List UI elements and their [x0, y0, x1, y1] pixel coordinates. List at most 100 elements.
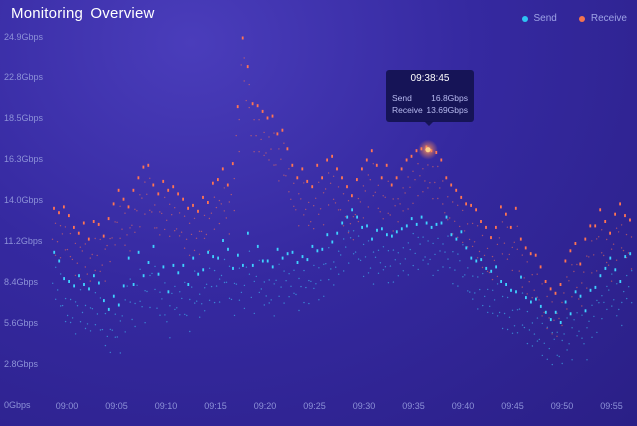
receive-spark	[352, 239, 355, 241]
send-spark	[498, 311, 501, 314]
send-spark	[223, 258, 226, 261]
tooltip-receive-label: Receive	[392, 105, 423, 115]
receive-bar-cap	[321, 176, 323, 180]
send-spark	[618, 308, 620, 311]
receive-spark	[233, 209, 235, 212]
receive-spark	[387, 212, 389, 214]
receive-spark	[64, 249, 67, 251]
send-bar-cap	[376, 228, 378, 232]
receive-spark	[437, 165, 439, 168]
receive-spark	[69, 232, 72, 235]
send-spark	[61, 304, 64, 307]
send-spark	[270, 299, 272, 301]
send-spark	[79, 289, 82, 291]
send-spark	[501, 295, 504, 298]
tooltip-receive-value: 13.69Gbps	[426, 105, 468, 115]
receive-spark	[235, 134, 237, 137]
send-spark	[382, 246, 385, 248]
send-dot-icon	[521, 15, 528, 22]
receive-bar-cap	[370, 149, 373, 153]
receive-bar-cap	[197, 209, 199, 213]
receive-spark	[265, 152, 267, 154]
send-spark	[305, 286, 307, 289]
receive-spark	[99, 270, 101, 273]
receive-bar-cap	[87, 237, 90, 241]
receive-spark	[488, 271, 491, 274]
receive-bar-cap	[221, 167, 224, 171]
receive-spark	[243, 80, 245, 82]
receive-bar-cap	[395, 176, 398, 180]
receive-spark	[531, 297, 533, 299]
receive-spark	[511, 269, 513, 272]
send-bar-cap	[569, 312, 572, 316]
receive-bar-cap	[117, 188, 120, 192]
send-spark	[511, 309, 514, 311]
highlight-dot	[425, 147, 431, 153]
send-bar-cap	[301, 255, 304, 259]
send-bar-cap	[321, 247, 324, 251]
receive-spark	[576, 263, 578, 266]
send-spark	[477, 308, 479, 310]
receive-spark	[114, 221, 116, 223]
send-spark	[99, 329, 102, 331]
send-spark	[508, 316, 511, 318]
send-spark	[184, 281, 186, 284]
send-spark	[250, 296, 252, 299]
receive-spark	[283, 142, 285, 144]
receive-spark	[473, 241, 476, 243]
send-spark	[482, 272, 484, 275]
send-spark	[104, 312, 107, 315]
receive-bar-cap	[192, 203, 194, 207]
send-spark	[467, 267, 469, 269]
legend-item-send[interactable]: Send	[521, 13, 557, 24]
receive-spark	[404, 192, 406, 194]
send-spark	[310, 280, 312, 283]
send-spark	[348, 262, 350, 264]
receive-spark	[526, 293, 528, 295]
x-axis: 09:00 09:05 09:10 09:15 09:20 09:25 09:30 09:35…	[56, 401, 623, 411]
receive-spark	[591, 272, 593, 274]
receive-spark	[109, 237, 111, 240]
send-spark	[583, 343, 585, 345]
send-spark	[422, 259, 424, 261]
send-spark	[338, 250, 340, 252]
receive-spark	[223, 210, 225, 212]
receive-spark	[392, 198, 394, 200]
receive-spark	[89, 257, 92, 259]
send-spark	[492, 289, 494, 291]
send-bar-cap	[445, 215, 448, 219]
receive-spark	[588, 256, 590, 258]
send-spark	[159, 314, 161, 316]
send-bar-cap	[242, 263, 244, 267]
send-spark	[248, 273, 251, 275]
send-spark	[94, 324, 97, 326]
receive-bar-cap	[261, 109, 264, 113]
receive-spark	[205, 233, 208, 236]
legend-item-receive[interactable]: Receive	[578, 13, 627, 24]
receive-spark	[238, 118, 240, 121]
send-spark	[154, 265, 156, 268]
send-bar-cap	[351, 208, 353, 212]
send-spark	[196, 300, 198, 302]
send-spark	[263, 281, 265, 283]
send-spark	[402, 270, 404, 272]
receive-bar-cap	[624, 214, 626, 218]
send-spark	[606, 308, 608, 311]
receive-spark	[571, 296, 573, 298]
y-tick-label: 8.4Gbps	[4, 277, 39, 287]
send-spark	[235, 283, 238, 285]
send-spark	[144, 290, 146, 292]
send-spark	[106, 335, 109, 338]
receive-spark	[359, 201, 362, 203]
receive-bar-cap	[505, 212, 507, 216]
send-spark	[354, 251, 357, 253]
send-spark	[208, 267, 211, 269]
receive-bar-cap	[207, 201, 209, 204]
highlight-point[interactable]	[418, 139, 438, 160]
receive-bar-cap	[331, 154, 333, 158]
send-spark	[318, 267, 320, 269]
send-spark	[69, 298, 72, 301]
send-spark	[293, 292, 295, 294]
send-spark	[129, 278, 131, 280]
receive-spark	[531, 274, 533, 276]
